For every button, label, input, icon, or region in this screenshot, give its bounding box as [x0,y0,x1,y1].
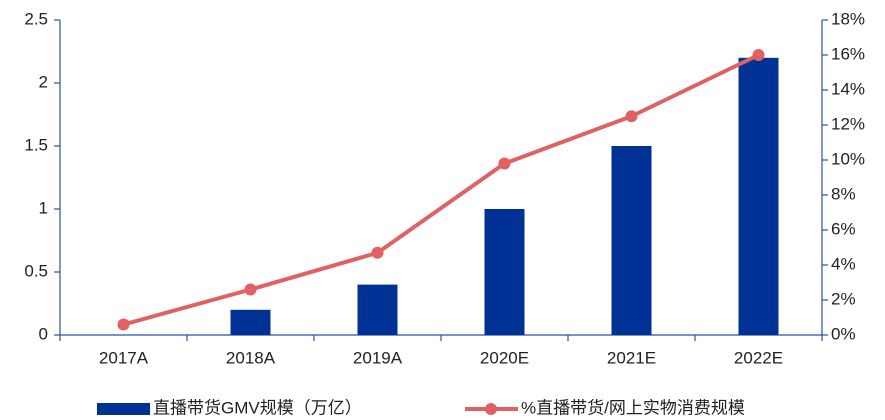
legend-label: %直播带货/网上实物消费规模 [521,398,745,417]
marker [371,246,384,259]
y-tick-label: 0.5 [24,261,48,280]
y-tick-label: 1 [39,198,48,217]
y2-tick-label: 10% [831,149,865,168]
y2-tick-label: 0% [831,324,856,343]
y2-tick-label: 16% [831,44,865,63]
legend-marker [485,403,497,415]
x-tick-label: 2017A [99,348,149,367]
y2-tick-label: 14% [831,79,865,98]
y-tick-label: 2 [39,72,48,91]
legend-swatch [97,403,150,415]
y2-tick-label: 4% [831,254,856,273]
y2-tick-label: 18% [831,9,865,28]
y-tick-label: 2.5 [24,9,48,28]
marker [752,49,765,61]
x-tick-label: 2021E [607,348,656,367]
bar [357,284,398,335]
bar [484,209,525,335]
marker [498,157,511,170]
x-tick-label: 2019A [353,348,403,367]
x-tick-label: 2020E [480,348,529,367]
y2-tick-label: 2% [831,289,856,308]
bar [738,57,779,336]
marker [244,283,257,296]
y-tick-label: 1.5 [24,135,48,154]
x-tick-label: 2022E [734,348,783,367]
y2-tick-label: 8% [831,184,856,203]
y2-tick-label: 12% [831,114,865,133]
bar [611,146,652,335]
y-tick-label: 0 [39,324,48,343]
marker [625,110,638,123]
marker [117,318,130,331]
line [122,53,760,327]
x-tick-label: 2018A [226,348,276,367]
y2-tick-label: 6% [831,219,856,238]
bar [230,309,271,335]
legend-label: 直播带货GMV规模（万亿） [153,398,362,417]
